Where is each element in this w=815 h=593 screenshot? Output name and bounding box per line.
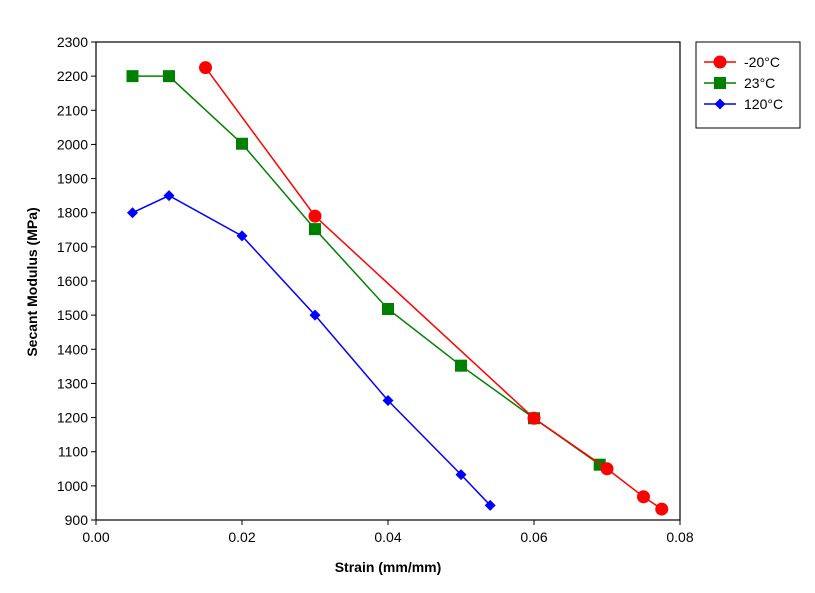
plot-border [95,41,681,521]
series-0-point [308,209,322,223]
series-2-point [163,190,175,202]
series-0-point [600,462,614,476]
y-tick-label: 2200 [57,68,88,84]
legend-label: 23°C [744,75,775,91]
y-tick-label: 1400 [57,341,88,357]
y-tick-label: 1200 [57,410,88,426]
series-1-point [382,302,394,315]
legend-item: 120°C [704,96,783,112]
plot-area [96,42,680,520]
x-tick-label: 0.02 [228,529,255,545]
series-2-point [236,230,248,242]
series-2-point [309,309,321,321]
x-axis-title: Strain (mm/mm) [335,559,442,575]
series-group [126,61,669,516]
x-tick-label: 0.06 [520,529,547,545]
series-1-point [455,359,467,372]
series-2-point [455,469,467,481]
legend: -20°C 23°C 120°C [695,41,801,129]
series-2-point [382,395,394,406]
y-tick-label: 1500 [57,307,88,323]
y-tick-label: 1600 [57,273,88,289]
series-1-point [236,137,248,150]
series-1-line [132,75,601,466]
legend-marker [713,55,727,69]
legend-label: -20°C [744,54,780,70]
x-tick-label: 0.04 [374,529,401,545]
series-1-point [126,70,139,83]
series-1-point [309,223,321,236]
series-2-point [127,207,138,219]
series-0-point [527,411,541,425]
y-tick-label: 1800 [57,205,88,221]
y-tick-label: 1900 [57,171,88,187]
series-0-point [637,490,650,504]
y-tick-label: 1100 [58,444,88,460]
y-axis-title: Secant Modulus (MPa) [24,207,40,356]
y-tick-label: 1300 [57,375,88,391]
plot-frame [96,42,680,520]
y-tick-label: 2300 [57,34,88,50]
legend-box [695,41,801,129]
legend-marker [714,77,726,89]
series-0-point [199,61,212,75]
legend-label: 120°C [744,96,783,112]
axis-ticks: 900 1000 1100 1200 1300 1400 1500 1600 1700 1800 1… [57,34,694,545]
series-0-point [655,502,669,516]
series-1-point [163,70,175,83]
y-tick-label: 1700 [57,239,88,255]
y-tick-label: 2100 [57,102,88,118]
legend-item: -20°C [704,54,780,70]
legend-item: 23°C [704,75,775,91]
y-tick-label: 900 [65,512,89,528]
x-tick-label: 0.08 [666,529,693,545]
y-tick-label: 2000 [57,136,88,152]
legend-marker [714,98,726,110]
series-0 [199,61,669,516]
x-tick-label: 0.00 [82,529,109,545]
y-tick-label: 1000 [57,478,88,494]
series-2-point [484,499,496,511]
series-2 [127,190,496,511]
